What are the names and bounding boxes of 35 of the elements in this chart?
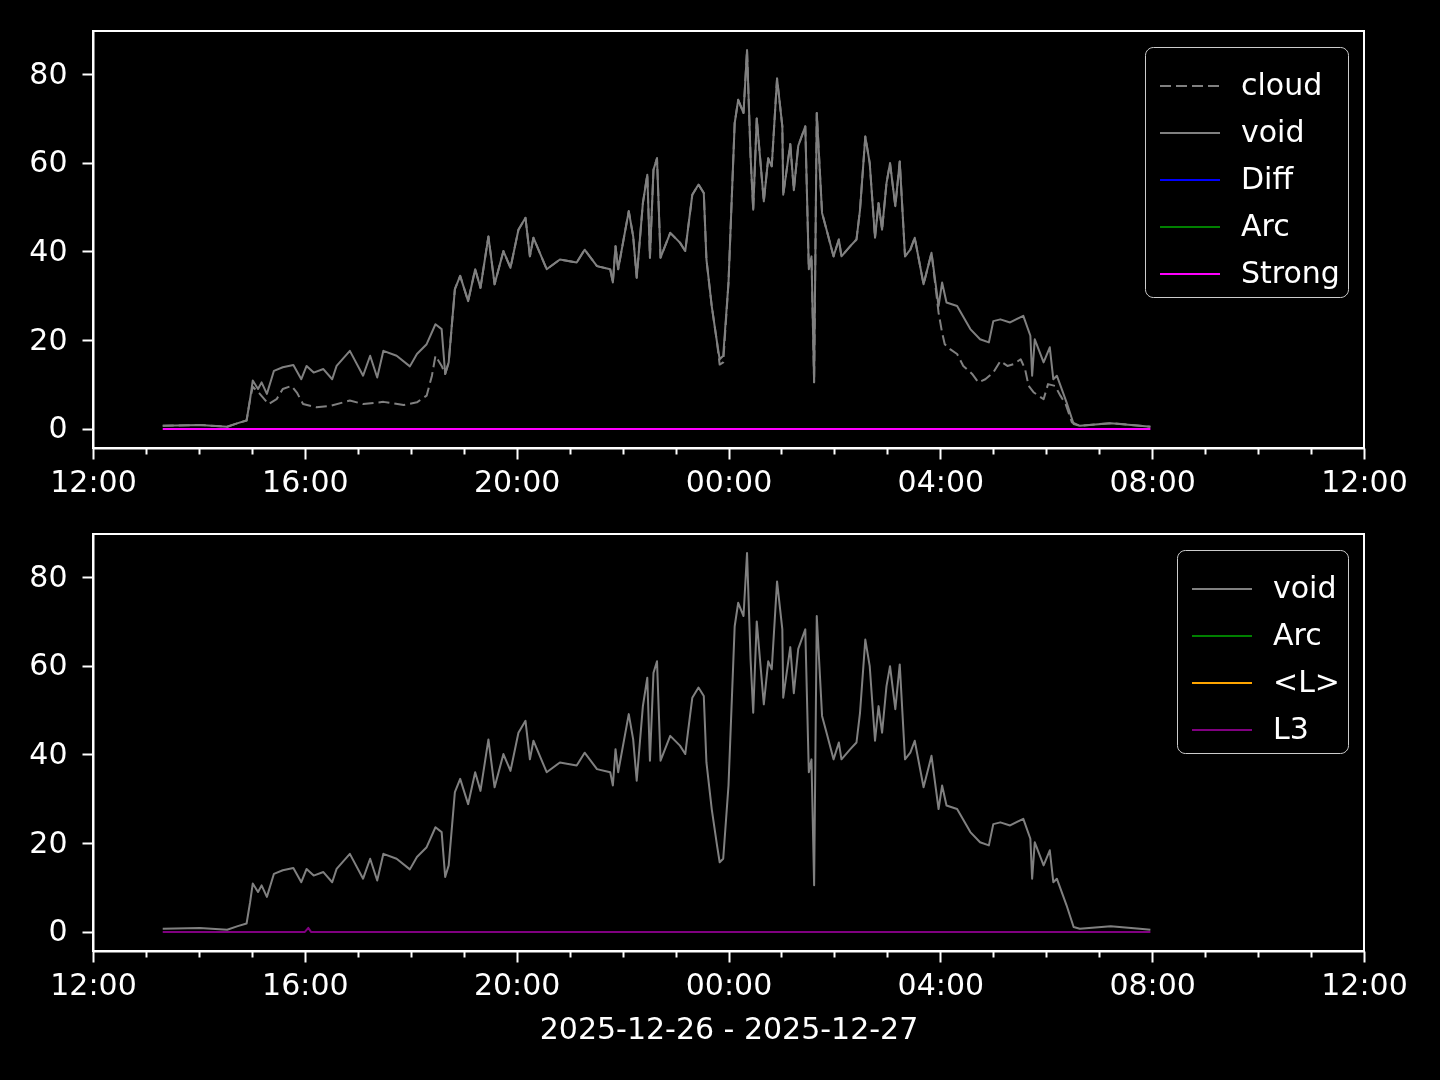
y-tick-label: 60 bbox=[29, 647, 68, 683]
line-series bbox=[161, 552, 1152, 931]
x-tick-label: 12:00 bbox=[50, 463, 137, 499]
x-tick-label: 08:00 bbox=[1109, 463, 1196, 499]
x-tick-label: 16:00 bbox=[262, 966, 349, 1002]
y-tick-label: 0 bbox=[48, 410, 68, 446]
x-tick-label: 04:00 bbox=[897, 463, 985, 499]
legend-label: Arc bbox=[1273, 617, 1322, 652]
legend-label: void bbox=[1273, 570, 1337, 605]
x-tick-label: 08:00 bbox=[1109, 966, 1196, 1002]
y-tick-label: 80 bbox=[29, 55, 68, 91]
x-tick-label: 00:00 bbox=[685, 463, 773, 499]
x-tick-label: 12:00 bbox=[50, 966, 137, 1002]
x-tick-label: 20:00 bbox=[473, 463, 561, 499]
y-tick-label: 20 bbox=[29, 824, 68, 860]
legend-label: Arc bbox=[1241, 208, 1290, 243]
legend-label: void bbox=[1241, 114, 1305, 149]
x-tick-label: 20:00 bbox=[473, 966, 561, 1002]
legend-label: Diff bbox=[1241, 161, 1295, 196]
y-tick-label: 40 bbox=[29, 735, 68, 771]
legend-label: L3 bbox=[1273, 711, 1309, 746]
x-tick-label: 12:00 bbox=[1321, 966, 1408, 1002]
x-axis-title: 2025-12-26 - 2025-12-27 bbox=[539, 1010, 919, 1046]
legend-label: Strong bbox=[1241, 255, 1340, 290]
y-tick-label: 0 bbox=[48, 913, 68, 949]
x-tick-label: 16:00 bbox=[262, 463, 349, 499]
x-tick-label: 04:00 bbox=[897, 966, 985, 1002]
y-tick-label: 80 bbox=[29, 558, 68, 594]
y-tick-label: 40 bbox=[29, 232, 68, 268]
legend-label: <L> bbox=[1273, 664, 1340, 699]
x-tick-label: 00:00 bbox=[685, 966, 773, 1002]
x-tick-label: 12:00 bbox=[1321, 463, 1408, 499]
y-tick-label: 20 bbox=[29, 321, 68, 357]
legend-label: cloud bbox=[1241, 67, 1323, 102]
y-tick-label: 60 bbox=[29, 144, 68, 180]
